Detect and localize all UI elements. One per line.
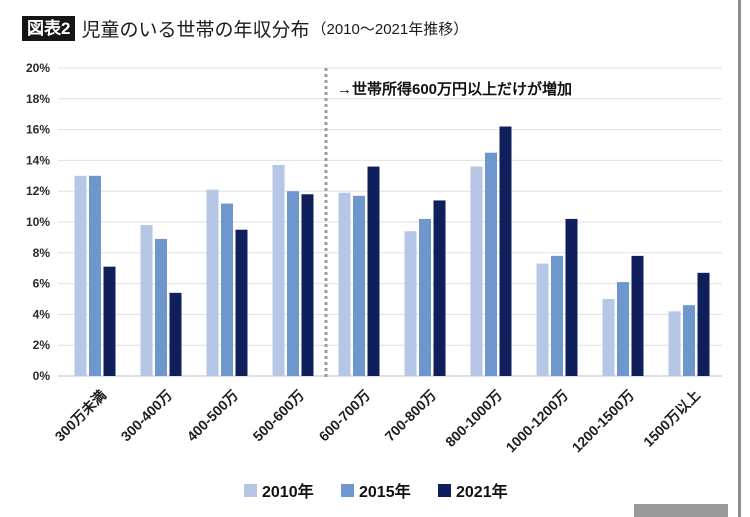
bar-series-2-category-6 <box>419 218 431 376</box>
bar-series-3-category-3 <box>235 229 248 376</box>
bar-series-1-category-5 <box>338 192 351 376</box>
bar-series-1-category-9 <box>602 299 615 376</box>
y-tick-label: 10% <box>26 215 50 229</box>
bar-series-2-category-10 <box>683 305 695 376</box>
y-tick-label: 20% <box>26 61 50 75</box>
bar-series-3-category-7 <box>499 126 512 377</box>
bar-series-1-category-10 <box>668 311 681 376</box>
x-tick-label: 1000-1200万 <box>503 387 572 456</box>
bar-series-3-category-5 <box>367 166 380 376</box>
legend-item-2021: 2021年 <box>438 478 535 502</box>
legend-swatch-2021 <box>438 483 451 497</box>
bar-series-2-category-5 <box>353 195 365 376</box>
bar-series-3-category-1 <box>103 266 116 376</box>
bar-series-1-category-6 <box>404 231 417 376</box>
legend-label-2010: 2010年 <box>262 484 314 501</box>
x-tick-label: 1200-1500万 <box>569 387 638 456</box>
bar-series-3-category-4 <box>301 194 314 376</box>
y-tick-label: 2% <box>33 338 51 352</box>
x-tick-label: 600-700万 <box>316 387 374 445</box>
x-tick-label: 800-1000万 <box>442 387 505 450</box>
bar-series-2-category-3 <box>221 203 233 376</box>
y-tick-label: 6% <box>33 277 51 291</box>
bar-series-1-category-8 <box>536 263 549 376</box>
bar-series-1-category-7 <box>470 166 483 376</box>
legend-item-2015: 2015年 <box>341 478 438 502</box>
source-tab <box>634 504 728 517</box>
y-tick-label: 4% <box>33 307 51 321</box>
x-tick-label: 400-500万 <box>184 387 242 445</box>
bar-series-1-category-3 <box>206 189 219 376</box>
legend-item-2010: 2010年 <box>244 478 341 502</box>
y-tick-label: 8% <box>33 246 51 260</box>
bar-series-3-category-9 <box>631 255 644 376</box>
bar-series-3-category-2 <box>169 292 182 376</box>
bar-series-2-category-9 <box>617 282 629 376</box>
y-tick-label: 18% <box>26 92 50 106</box>
y-tick-label: 12% <box>26 184 50 198</box>
x-axis: 300万未満 300-400万 400-500万 500-600万 600-700万 70… <box>52 387 704 456</box>
legend: 2010年 2015年 2021年 <box>244 479 535 501</box>
bar-series-3-category-8 <box>565 218 578 376</box>
bar-series-1-category-4 <box>272 165 285 376</box>
y-tick-label: 0% <box>33 369 51 383</box>
right-edge-border <box>738 0 741 517</box>
bar-series-2-category-1 <box>89 175 101 376</box>
x-tick-label: 300-400万 <box>118 387 176 445</box>
chart-header: 図表2 児童のいる世帯の年収分布 （2010〜2021年推移） <box>22 15 468 42</box>
legend-label-2021: 2021年 <box>456 484 508 501</box>
annotation-text: →世帯所得600万円以上だけが増加 <box>337 80 572 98</box>
chart-subtitle: （2010〜2021年推移） <box>311 21 469 38</box>
x-tick-label: 300万未満 <box>52 387 110 445</box>
y-axis: 0% 2% 4% 6% 8% 10% 12% 14% 16% 18% 20% <box>26 61 50 383</box>
bar-series-2-category-8 <box>551 255 563 376</box>
x-tick-label: 1500万以上 <box>640 387 703 450</box>
chart-title: 児童のいる世帯の年収分布 <box>81 20 310 41</box>
x-tick-label: 500-600万 <box>250 387 308 445</box>
legend-swatch-2010 <box>244 483 257 497</box>
bar-series-1-category-2 <box>140 225 153 376</box>
bar-series-3-category-6 <box>433 200 446 376</box>
gridlines <box>58 67 722 377</box>
bar-series-2-category-7 <box>485 152 497 376</box>
legend-label-2015: 2015年 <box>359 484 411 501</box>
bar-series-2-category-4 <box>287 191 299 376</box>
bar-chart: 0% 2% 4% 6% 8% 10% 12% 14% 16% 18% 20% 300万未満 300-4… <box>26 61 722 456</box>
bar-series-1-category-1 <box>74 175 87 376</box>
legend-swatch-2015 <box>341 483 354 497</box>
y-tick-label: 14% <box>26 153 50 167</box>
x-tick-label: 700-800万 <box>382 387 440 445</box>
bar-series-3-category-10 <box>697 272 710 376</box>
figure-label: 図表2 <box>22 16 76 41</box>
bar-series-2-category-2 <box>155 238 167 376</box>
y-tick-label: 16% <box>26 123 50 137</box>
bars <box>74 126 710 377</box>
